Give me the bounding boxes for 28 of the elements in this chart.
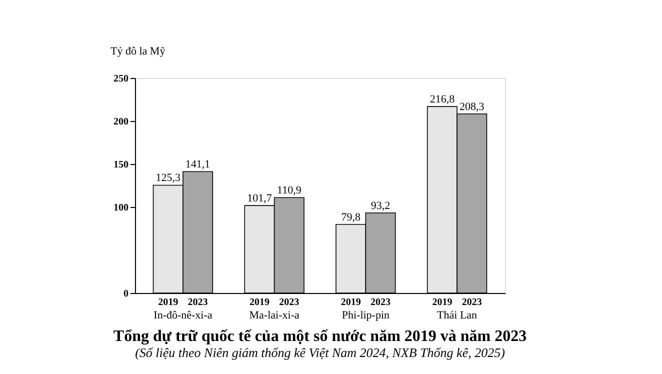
y-tick-label: 100	[114, 202, 128, 214]
y-tick-label: 150	[114, 160, 128, 170]
text: 2019	[340, 297, 361, 308]
data-label: 141,1	[185, 158, 210, 171]
y-axis-title: Tỷ đô la Mỹ	[110, 46, 166, 58]
data-label: 110,9	[276, 184, 302, 197]
x-tick-label: Ma-lai-xi-a	[249, 310, 300, 322]
x-tick-label: Thái Lan	[437, 310, 478, 322]
data-label: 216,8	[430, 94, 456, 106]
data-label: 125,3	[156, 172, 181, 184]
y-tick-label: 0	[124, 288, 128, 300]
text: 2023	[370, 297, 391, 308]
data-label: 101,7	[247, 192, 272, 205]
y-tick-label: 200	[114, 116, 128, 128]
text: (Số liệu theo Niên giám thống kê Việt Nam 2024, NXB Thống kê, 2025)	[135, 345, 505, 360]
data-label: 79,8	[341, 211, 361, 224]
series-label: 2023	[188, 297, 208, 308]
x-tick-label: Phi-lip-pin	[342, 310, 390, 322]
y-tick-label: 250	[114, 74, 128, 84]
series-label: 2019	[158, 297, 178, 308]
text: 2019	[432, 297, 452, 308]
data-label: 208,3	[460, 100, 485, 113]
text: 2023	[462, 297, 482, 308]
text: 2019	[249, 297, 270, 308]
text: 2023	[279, 297, 300, 308]
x-tick-label: In-đô-nê-xi-a	[154, 310, 212, 322]
data-label: 93,2	[370, 200, 390, 212]
text: Tổng dự trữ quốc tế của một số nước năm 2019 và năm 2023	[113, 328, 527, 345]
